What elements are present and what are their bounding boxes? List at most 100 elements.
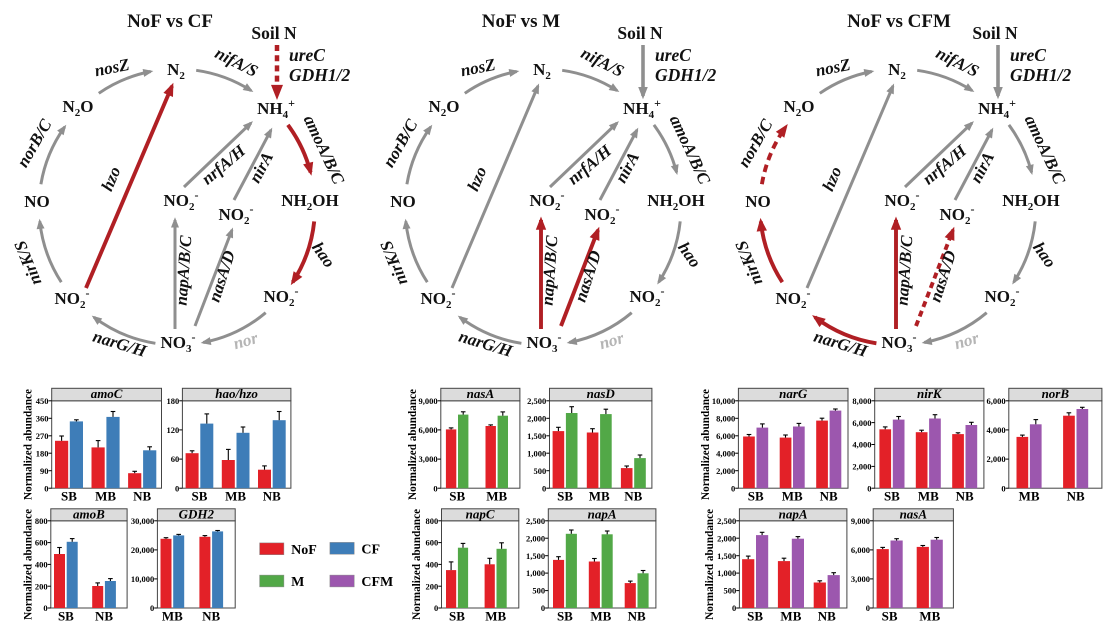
svg-text:hao/hzo: hao/hzo: [215, 386, 258, 401]
svg-text:MB: MB: [782, 488, 803, 503]
svg-text:SB: SB: [882, 609, 898, 624]
svg-text:SB: SB: [748, 488, 764, 503]
svg-text:Normalized abundance: Normalized abundance: [23, 389, 35, 500]
svg-text:NO: NO: [24, 192, 50, 211]
svg-text:Normalized abundance: Normalized abundance: [407, 389, 419, 500]
svg-text:9,000: 9,000: [418, 396, 437, 406]
svg-text:600: 600: [35, 538, 48, 548]
svg-text:NO2-: NO2-: [164, 188, 199, 213]
svg-text:180: 180: [166, 396, 179, 406]
svg-text:NH4+: NH4+: [623, 96, 661, 121]
svg-text:nasD: nasD: [587, 386, 616, 401]
svg-text:nasA: nasA: [900, 506, 928, 521]
svg-text:2,500: 2,500: [526, 516, 545, 526]
svg-text:SB: SB: [58, 609, 74, 624]
svg-text:NH2OH: NH2OH: [1002, 191, 1059, 213]
svg-text:6,000: 6,000: [716, 431, 735, 441]
svg-text:NB: NB: [820, 488, 838, 503]
svg-text:MB: MB: [162, 609, 183, 624]
svg-text:6,000: 6,000: [851, 545, 870, 555]
svg-text:10,000: 10,000: [712, 396, 735, 406]
svg-text:napA/B/C: napA/B/C: [538, 234, 562, 306]
svg-text:NO2-: NO2-: [264, 284, 299, 309]
svg-text:500: 500: [532, 586, 545, 596]
svg-text:NH4+: NH4+: [978, 96, 1016, 121]
svg-text:4,000: 4,000: [986, 425, 1005, 435]
svg-text:2,500: 2,500: [717, 516, 736, 526]
svg-text:NO2-: NO2-: [985, 284, 1020, 309]
svg-text:0: 0: [866, 603, 870, 613]
svg-text:NH4+: NH4+: [257, 96, 295, 121]
svg-text:SB: SB: [884, 488, 900, 503]
svg-text:SB: SB: [192, 488, 208, 503]
svg-text:GDH1/2: GDH1/2: [289, 65, 351, 85]
svg-text:270: 270: [36, 431, 49, 441]
svg-text:8,000: 8,000: [716, 413, 735, 423]
svg-text:NB: NB: [956, 488, 974, 503]
svg-text:0: 0: [175, 483, 179, 493]
svg-text:GDH1/2: GDH1/2: [1010, 65, 1072, 85]
svg-text:M: M: [291, 575, 304, 590]
svg-text:NB: NB: [202, 609, 220, 624]
svg-text:9,000: 9,000: [851, 516, 870, 526]
svg-text:0: 0: [541, 603, 545, 613]
svg-text:NO2-: NO2-: [776, 286, 811, 311]
svg-text:400: 400: [426, 560, 439, 570]
svg-text:MB: MB: [485, 609, 506, 624]
svg-text:3,000: 3,000: [851, 574, 870, 584]
svg-text:SB: SB: [557, 609, 573, 624]
svg-text:0: 0: [433, 483, 437, 493]
svg-text:2,000: 2,000: [717, 533, 736, 543]
svg-text:MB: MB: [486, 488, 507, 503]
svg-text:8,000: 8,000: [852, 396, 871, 406]
svg-text:1,500: 1,500: [526, 551, 545, 561]
svg-text:NO: NO: [390, 192, 416, 211]
svg-text:2,000: 2,000: [852, 462, 871, 472]
svg-text:2,000: 2,000: [986, 454, 1005, 464]
svg-text:NO2-: NO2-: [530, 188, 565, 213]
svg-text:Normalized abundance: Normalized abundance: [704, 509, 716, 620]
svg-text:1,500: 1,500: [527, 431, 546, 441]
svg-text:200: 200: [35, 581, 48, 591]
svg-text:0: 0: [434, 603, 438, 613]
svg-text:Normalized abundance: Normalized abundance: [23, 509, 35, 620]
svg-text:N2: N2: [533, 60, 551, 82]
svg-text:N2: N2: [888, 60, 906, 82]
svg-text:10,000: 10,000: [131, 574, 154, 584]
svg-text:200: 200: [426, 581, 439, 591]
svg-text:1,000: 1,000: [717, 568, 736, 578]
svg-text:4,000: 4,000: [852, 440, 871, 450]
svg-text:2,000: 2,000: [527, 413, 546, 423]
svg-text:SB: SB: [449, 488, 465, 503]
svg-text:30,000: 30,000: [131, 516, 154, 526]
svg-text:MB: MB: [780, 609, 801, 624]
svg-text:N2O: N2O: [783, 97, 814, 119]
svg-text:Soil N: Soil N: [617, 23, 663, 43]
svg-text:NB: NB: [624, 488, 642, 503]
svg-text:amoC: amoC: [91, 386, 123, 401]
svg-text:NO2-: NO2-: [421, 286, 456, 311]
svg-text:MB: MB: [589, 488, 610, 503]
svg-text:60: 60: [171, 454, 180, 464]
svg-text:MB: MB: [225, 488, 246, 503]
svg-text:napA: napA: [779, 506, 808, 521]
svg-text:800: 800: [35, 516, 48, 526]
svg-text:NO: NO: [745, 192, 771, 211]
svg-text:NB: NB: [628, 609, 646, 624]
svg-text:NB: NB: [818, 609, 836, 624]
svg-text:6,000: 6,000: [852, 418, 871, 428]
svg-text:1,500: 1,500: [717, 551, 736, 561]
svg-text:ureC: ureC: [1010, 45, 1046, 65]
svg-text:ureC: ureC: [655, 45, 691, 65]
svg-text:NO3-: NO3-: [527, 330, 562, 355]
svg-text:narG: narG: [779, 386, 808, 401]
svg-text:NO3-: NO3-: [161, 330, 196, 355]
svg-text:450: 450: [36, 396, 49, 406]
svg-text:NB: NB: [133, 488, 151, 503]
svg-text:NoF vs M: NoF vs M: [482, 11, 561, 32]
svg-text:NH2OH: NH2OH: [647, 191, 704, 213]
svg-text:4,000: 4,000: [716, 448, 735, 458]
svg-text:MB: MB: [1019, 488, 1040, 503]
svg-text:0: 0: [44, 483, 48, 493]
svg-text:MB: MB: [95, 488, 116, 503]
